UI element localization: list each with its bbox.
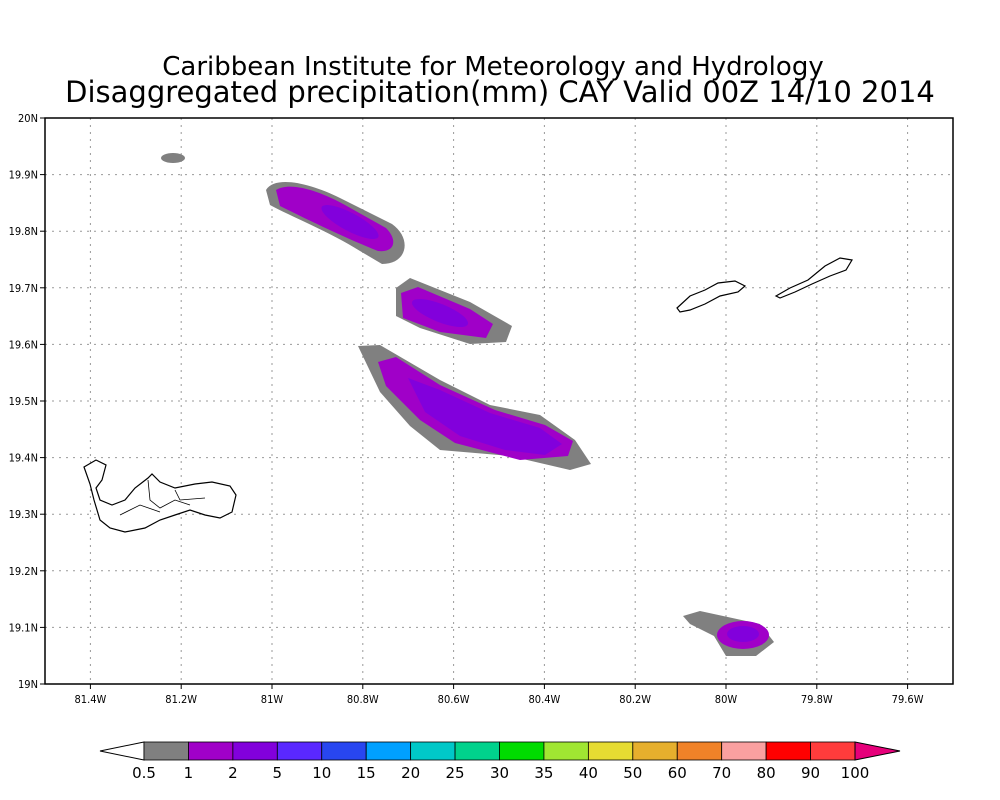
gridlines [45,118,953,684]
colorbar-label: 2 [228,764,238,782]
colorbar-swatch [454,741,500,761]
y-tick-label: 19N [18,678,38,691]
y-tick-label: 19.9N [9,169,38,182]
colorbar-swatch [276,741,323,761]
x-tick-label: 80W [715,693,738,706]
colorbar-swatch [365,741,412,761]
colorbar-swatch [143,741,189,761]
precip-fields [161,153,774,656]
x-tick-label: 81.2W [165,693,197,706]
colorbar-swatch [765,741,811,761]
colorbar-label: 10 [312,764,331,782]
coastlines [83,257,853,533]
precip-m-2-5 [408,378,562,455]
colorbar-swatch [188,741,234,761]
x-tick-label: 80.4W [528,693,560,706]
colorbar-swatch [543,741,589,761]
chart-title: Caribbean Institute for Meteorology and … [162,52,823,82]
colorbar-label: 50 [623,764,642,782]
axis-ticks: 81.4W 81.2W 81W 80.8W 80.6W 80.4W 80.2W 80W 79.8… [9,112,924,706]
colorbar-label: 20 [401,764,420,782]
y-tick-label: 19.2N [9,565,38,578]
colorbar-label: 90 [801,764,820,782]
colorbar-swatch [810,741,856,761]
y-tick-label: 19.1N [9,621,38,634]
y-tick-label: 19.8N [9,225,38,238]
x-tick-label: 79.6W [892,693,924,706]
colorbar-swatch [632,741,678,761]
chart-subtitle: Disaggregated precipitation(mm) CAY Vali… [65,75,935,109]
colorbar-label: 1 [184,764,194,782]
colorbar-label: 80 [757,764,776,782]
x-tick-label: 79.8W [801,693,833,706]
precip-cell-tiny [161,153,185,163]
colorbar-swatch [721,741,767,761]
y-tick-label: 19.5N [9,395,38,408]
colorbar-label: 25 [446,764,465,782]
colorbar-label: 60 [668,764,687,782]
colorbar-label: 35 [534,764,553,782]
colorbar: 0.5 1 2 5 10 15 20 25 30 35 40 50 60 70 80 90 100 [99,741,901,782]
precip-nw-2-5 [321,205,379,239]
little-cayman-island [676,280,747,313]
colorbar-label: 5 [273,764,283,782]
x-tick-label: 81.4W [74,693,106,706]
colorbar-under-arrow [99,741,145,761]
colorbar-swatch [232,741,278,761]
colorbar-swatch [410,741,456,761]
colorbar-swatch [587,741,634,761]
cayman-brac-island [774,257,853,299]
colorbar-label: 100 [841,764,870,782]
colorbar-label: 0.5 [132,764,156,782]
grand-cayman-lines [119,479,206,516]
y-tick-label: 19.3N [9,508,38,521]
colorbar-over-arrow [854,741,901,761]
y-tick-label: 19.7N [9,282,38,295]
colorbar-swatch [676,741,723,761]
y-tick-label: 19.4N [9,452,38,465]
colorbar-label: 30 [490,764,509,782]
precip-se-2-5 [727,626,759,642]
x-tick-label: 81W [261,693,284,706]
colorbar-label: 15 [357,764,376,782]
grand-cayman-island [83,459,237,533]
x-tick-label: 80.8W [347,693,379,706]
colorbar-label: 70 [712,764,731,782]
colorbar-swatch [499,741,545,761]
y-tick-label: 19.6N [9,338,38,351]
colorbar-label: 40 [579,764,598,782]
y-tick-label: 20N [18,112,38,125]
colorbar-swatch [321,741,367,761]
precip-c-2-5 [411,299,469,327]
x-tick-label: 80.6W [438,693,470,706]
x-tick-label: 80.2W [619,693,651,706]
